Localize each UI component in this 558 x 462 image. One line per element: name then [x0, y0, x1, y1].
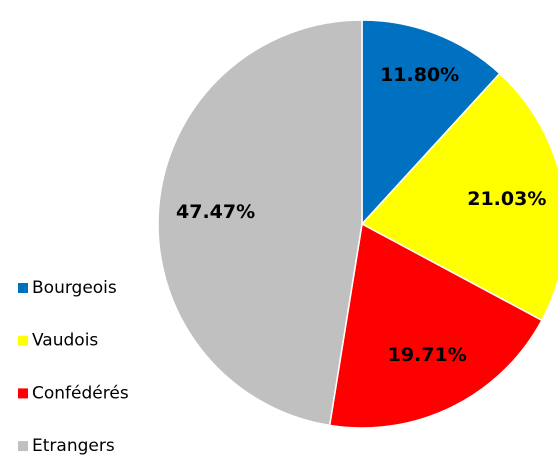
- legend-label: Etrangers: [32, 436, 115, 456]
- legend-swatch: [18, 283, 28, 293]
- data-label: 21.03%: [467, 188, 546, 210]
- data-label: 19.71%: [388, 344, 467, 366]
- pie-slice: [157, 19, 363, 427]
- pie-slice: [361, 19, 501, 226]
- data-label: 47.47%: [176, 201, 255, 223]
- pie-slice: [360, 72, 558, 322]
- pie-slice: [328, 222, 543, 429]
- data-label: 11.80%: [380, 64, 459, 86]
- legend-swatch: [18, 388, 28, 399]
- legend-label: Confédérés: [32, 383, 129, 403]
- legend-swatch: [18, 335, 28, 346]
- legend-label: Vaudois: [32, 331, 98, 351]
- legend-label: Bourgeois: [32, 278, 117, 298]
- legend-swatch: [18, 441, 28, 452]
